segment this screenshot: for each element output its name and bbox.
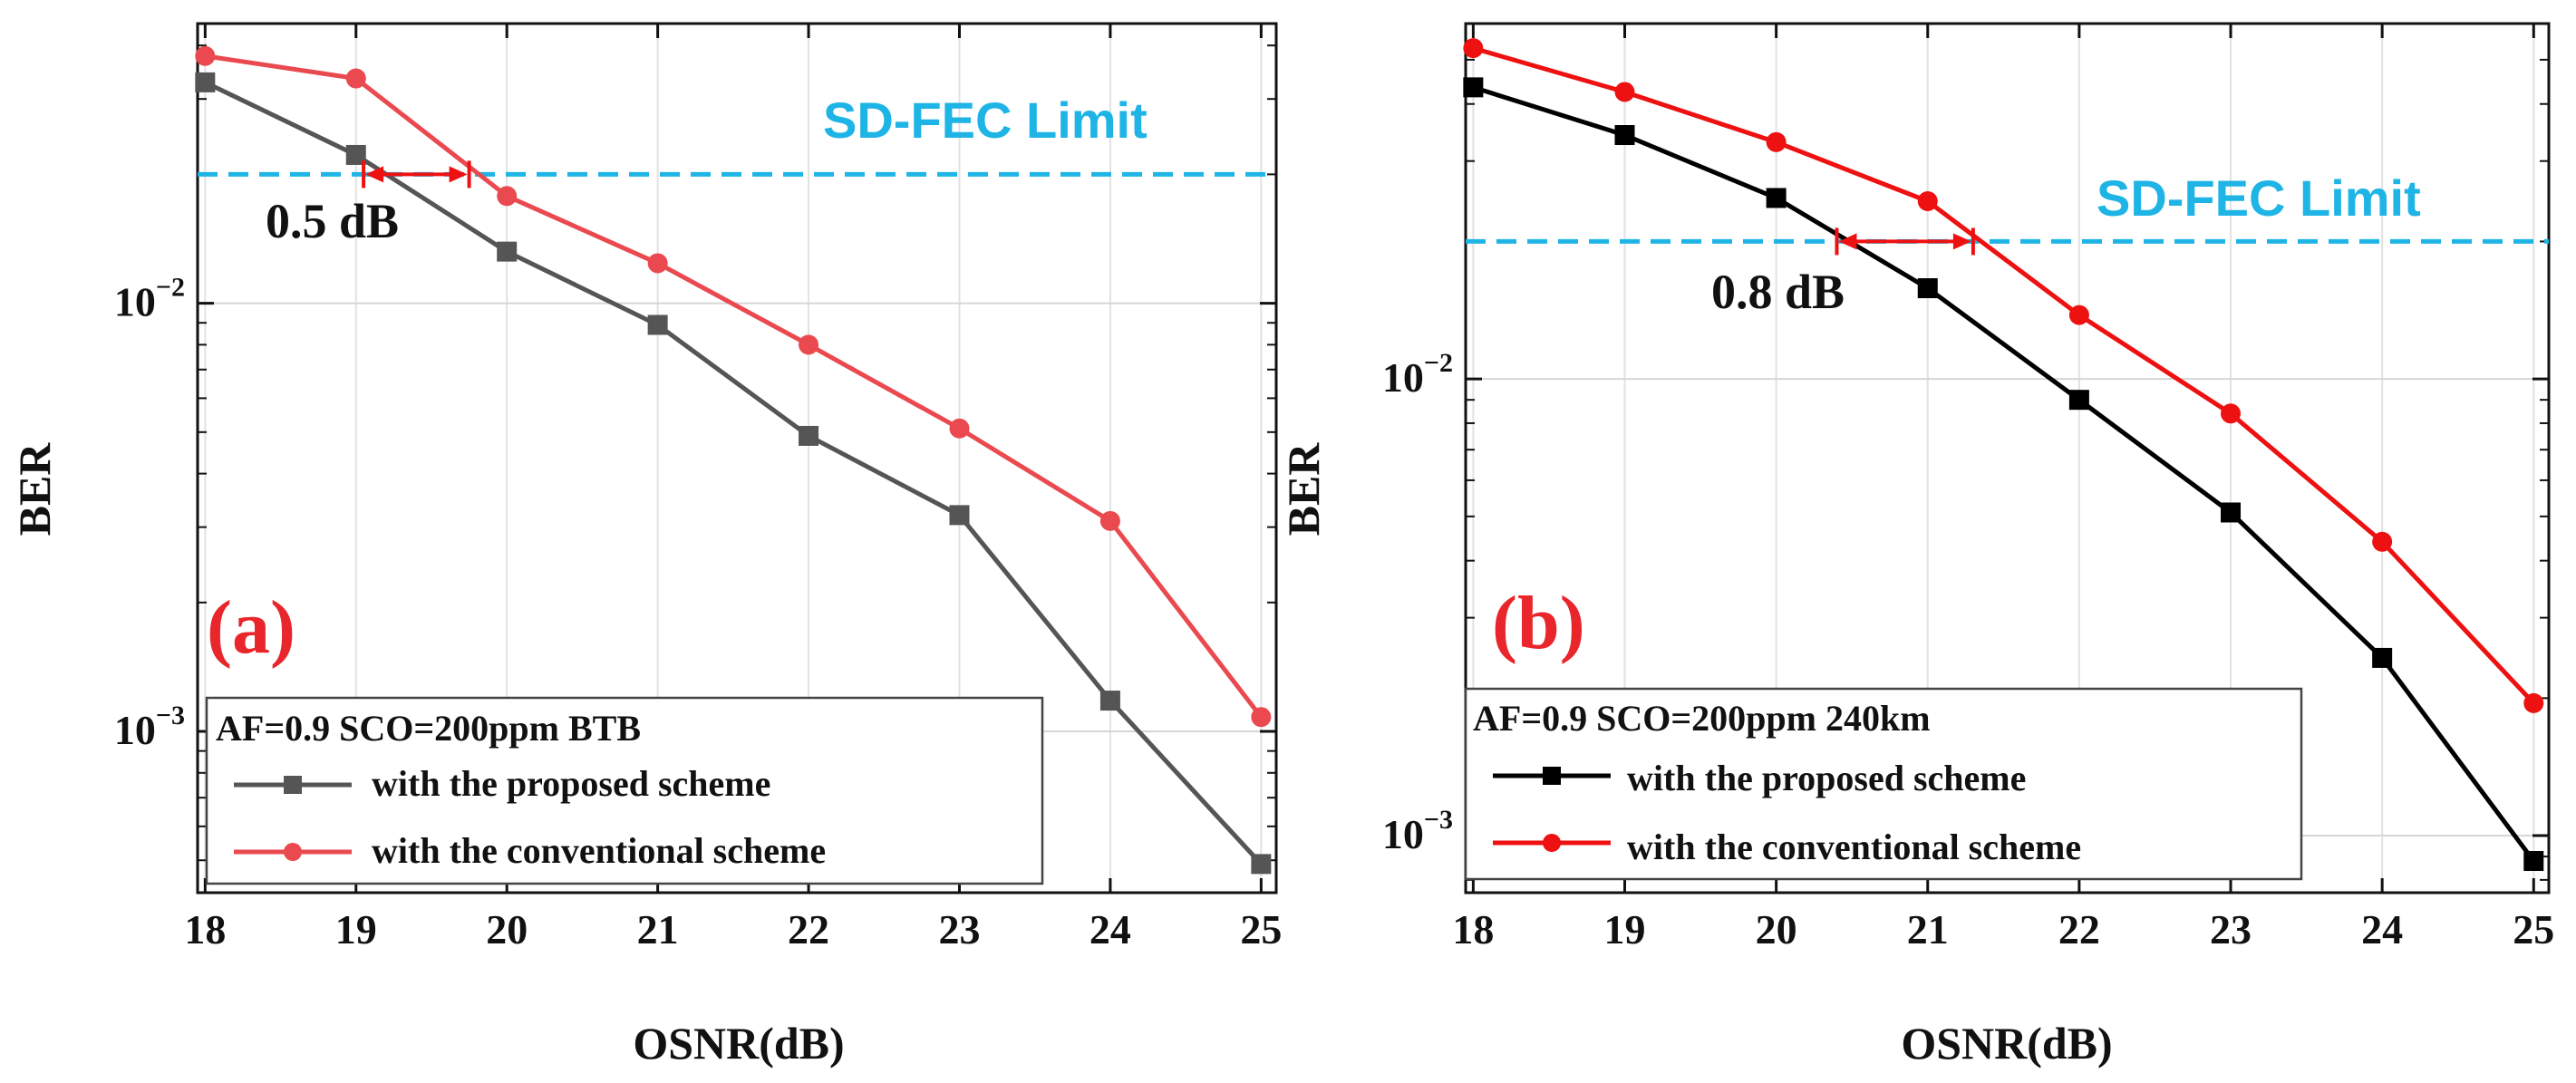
chart-b-point-conventional-2 <box>1766 131 1787 152</box>
chart-b-point-conventional-4 <box>2068 305 2089 325</box>
chart-b-xtick-label-3: 21 <box>1907 906 1949 952</box>
chart-b-gap-arrow-head-left <box>1838 233 1857 250</box>
chart-b-panel-label: (b) <box>1492 581 1585 665</box>
chart-a-xtick-label-3: 21 <box>637 906 679 952</box>
chart-b-point-proposed-4 <box>2068 390 2089 411</box>
chart-b-point-proposed-5 <box>2221 502 2242 523</box>
chart-b-xtick-label-0: 18 <box>1452 906 1494 952</box>
chart-b-ytick-label-0: 10−2 <box>1382 348 1453 401</box>
chart-b-point-conventional-1 <box>1614 82 1635 102</box>
chart-a-point-conventional-1 <box>345 68 366 89</box>
chart-a-gap-arrow-head-left <box>365 166 384 183</box>
chart-a-legend-marker-proposed <box>284 776 302 794</box>
chart-b-point-proposed-0 <box>1463 77 1484 98</box>
chart-b-ytick-label-1: 10−3 <box>1382 805 1453 857</box>
chart-b-point-conventional-6 <box>2372 531 2393 552</box>
chart-b-fec-label: SD-FEC Limit <box>2097 169 2421 227</box>
chart-a-x-label: OSNR(dB) <box>633 1018 844 1068</box>
chart-b-gap-arrow-head-right <box>1952 233 1971 250</box>
chart-a-point-conventional-5 <box>949 418 970 439</box>
chart-b-point-proposed-6 <box>2372 647 2393 668</box>
chart-a-ytick-label-0: 10−2 <box>114 273 185 325</box>
chart-a-fec-label: SD-FEC Limit <box>823 92 1148 149</box>
chart-b-x-label: OSNR(dB) <box>1901 1018 2112 1068</box>
chart-b-point-proposed-3 <box>1917 278 1938 299</box>
chart-b-legend-marker-conventional <box>1543 834 1561 852</box>
chart-b-point-conventional-0 <box>1463 38 1484 59</box>
chart-a-point-conventional-2 <box>497 186 518 207</box>
chart-a-gap-arrow-head-right <box>449 166 468 183</box>
chart-b-xtick-label-2: 20 <box>1756 906 1797 952</box>
chart-a-series-conventional-line <box>204 53 1264 719</box>
chart-b-y-label: BER <box>1278 442 1329 537</box>
chart-a-point-conventional-7 <box>1251 707 1272 728</box>
chart-a-point-proposed-3 <box>647 314 668 335</box>
chart-a-xtick-label-6: 24 <box>1089 906 1131 952</box>
chart-a-panel-label: (a) <box>207 585 295 670</box>
chart-a-ytick-label-1: 10−3 <box>114 701 185 753</box>
chart-a-xtick-label-2: 20 <box>486 906 528 952</box>
chart-b-point-conventional-5 <box>2221 403 2242 424</box>
chart-b-xtick-label-7: 25 <box>2513 906 2554 952</box>
chart-b: 18 19 20 21 22 23 24 25 10−2 10−3 BER OSNR(dB) (b… <box>1278 22 2554 1068</box>
chart-b-xtick-label-5: 23 <box>2210 906 2252 952</box>
chart-a-point-proposed-2 <box>497 241 518 262</box>
chart-a-xtick-label-0: 18 <box>184 906 226 952</box>
chart-a-frame <box>196 22 1278 894</box>
chart-b-series-proposed-line <box>1472 84 2536 863</box>
chart-a-point-proposed-4 <box>799 425 819 446</box>
chart-b-legend-title: AF=0.9 SCO=200ppm 240km <box>1473 698 1931 739</box>
chart-a-point-proposed-6 <box>1099 691 1120 711</box>
chart-b-xtick-label-6: 24 <box>2361 906 2403 952</box>
chart-a-point-proposed-0 <box>195 72 216 92</box>
chart-a: 18 19 20 21 22 23 24 25 10−2 10−3 BER OSNR(dB) (a… <box>9 22 1282 1068</box>
chart-b-point-conventional-7 <box>2523 692 2544 713</box>
chart-b-series-conventional-line <box>1472 45 2536 705</box>
chart-a-legend-label-proposed: with the proposed scheme <box>372 763 770 804</box>
chart-a-y-label: BER <box>9 442 60 537</box>
chart-a-point-proposed-1 <box>345 144 366 165</box>
chart-a-point-conventional-6 <box>1099 510 1120 531</box>
chart-a-legend-title: AF=0.9 SCO=200ppm BTB <box>216 708 641 749</box>
chart-b-xtick-label-1: 19 <box>1603 906 1645 952</box>
chart-b-frame <box>1464 22 2551 894</box>
chart-b-legend-label-conventional: with the conventional scheme <box>1627 827 2081 867</box>
chart-b-point-proposed-1 <box>1614 125 1635 146</box>
chart-a-xtick-label-4: 22 <box>788 906 829 952</box>
chart-a-grid <box>198 24 1276 893</box>
chart-a-point-proposed-7 <box>1251 854 1272 875</box>
chart-b-legend-marker-proposed <box>1543 767 1561 785</box>
chart-a-point-proposed-5 <box>949 505 970 526</box>
chart-a-point-conventional-4 <box>799 334 819 355</box>
chart-a-point-conventional-0 <box>195 45 216 66</box>
chart-b-point-proposed-7 <box>2523 851 2544 872</box>
chart-a-legend-marker-conventional <box>284 843 302 861</box>
chart-b-point-conventional-3 <box>1917 191 1938 212</box>
chart-a-xtick-label-1: 19 <box>335 906 377 952</box>
chart-b-legend-label-proposed: with the proposed scheme <box>1627 758 2026 798</box>
chart-b-gap-label: 0.8 dB <box>1711 265 1845 319</box>
chart-b-xtick-label-4: 22 <box>2058 906 2100 952</box>
chart-a-xtick-label-7: 25 <box>1240 906 1282 952</box>
chart-b-point-proposed-2 <box>1766 188 1787 208</box>
chart-a-xtick-label-5: 23 <box>938 906 980 952</box>
chart-b-legend-box <box>1464 687 2303 881</box>
chart-a-legend-label-conventional: with the conventional scheme <box>372 830 826 871</box>
chart-a-point-conventional-3 <box>647 253 668 274</box>
chart-a-gap-label: 0.5 dB <box>266 194 399 248</box>
